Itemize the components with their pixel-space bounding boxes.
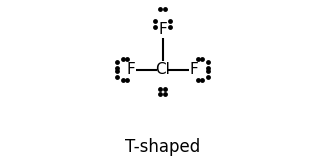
Text: F: F <box>158 22 167 37</box>
Text: Cl: Cl <box>155 62 170 77</box>
Text: T-shaped: T-shaped <box>125 138 200 156</box>
Text: F: F <box>127 62 136 77</box>
Text: F: F <box>189 62 198 77</box>
